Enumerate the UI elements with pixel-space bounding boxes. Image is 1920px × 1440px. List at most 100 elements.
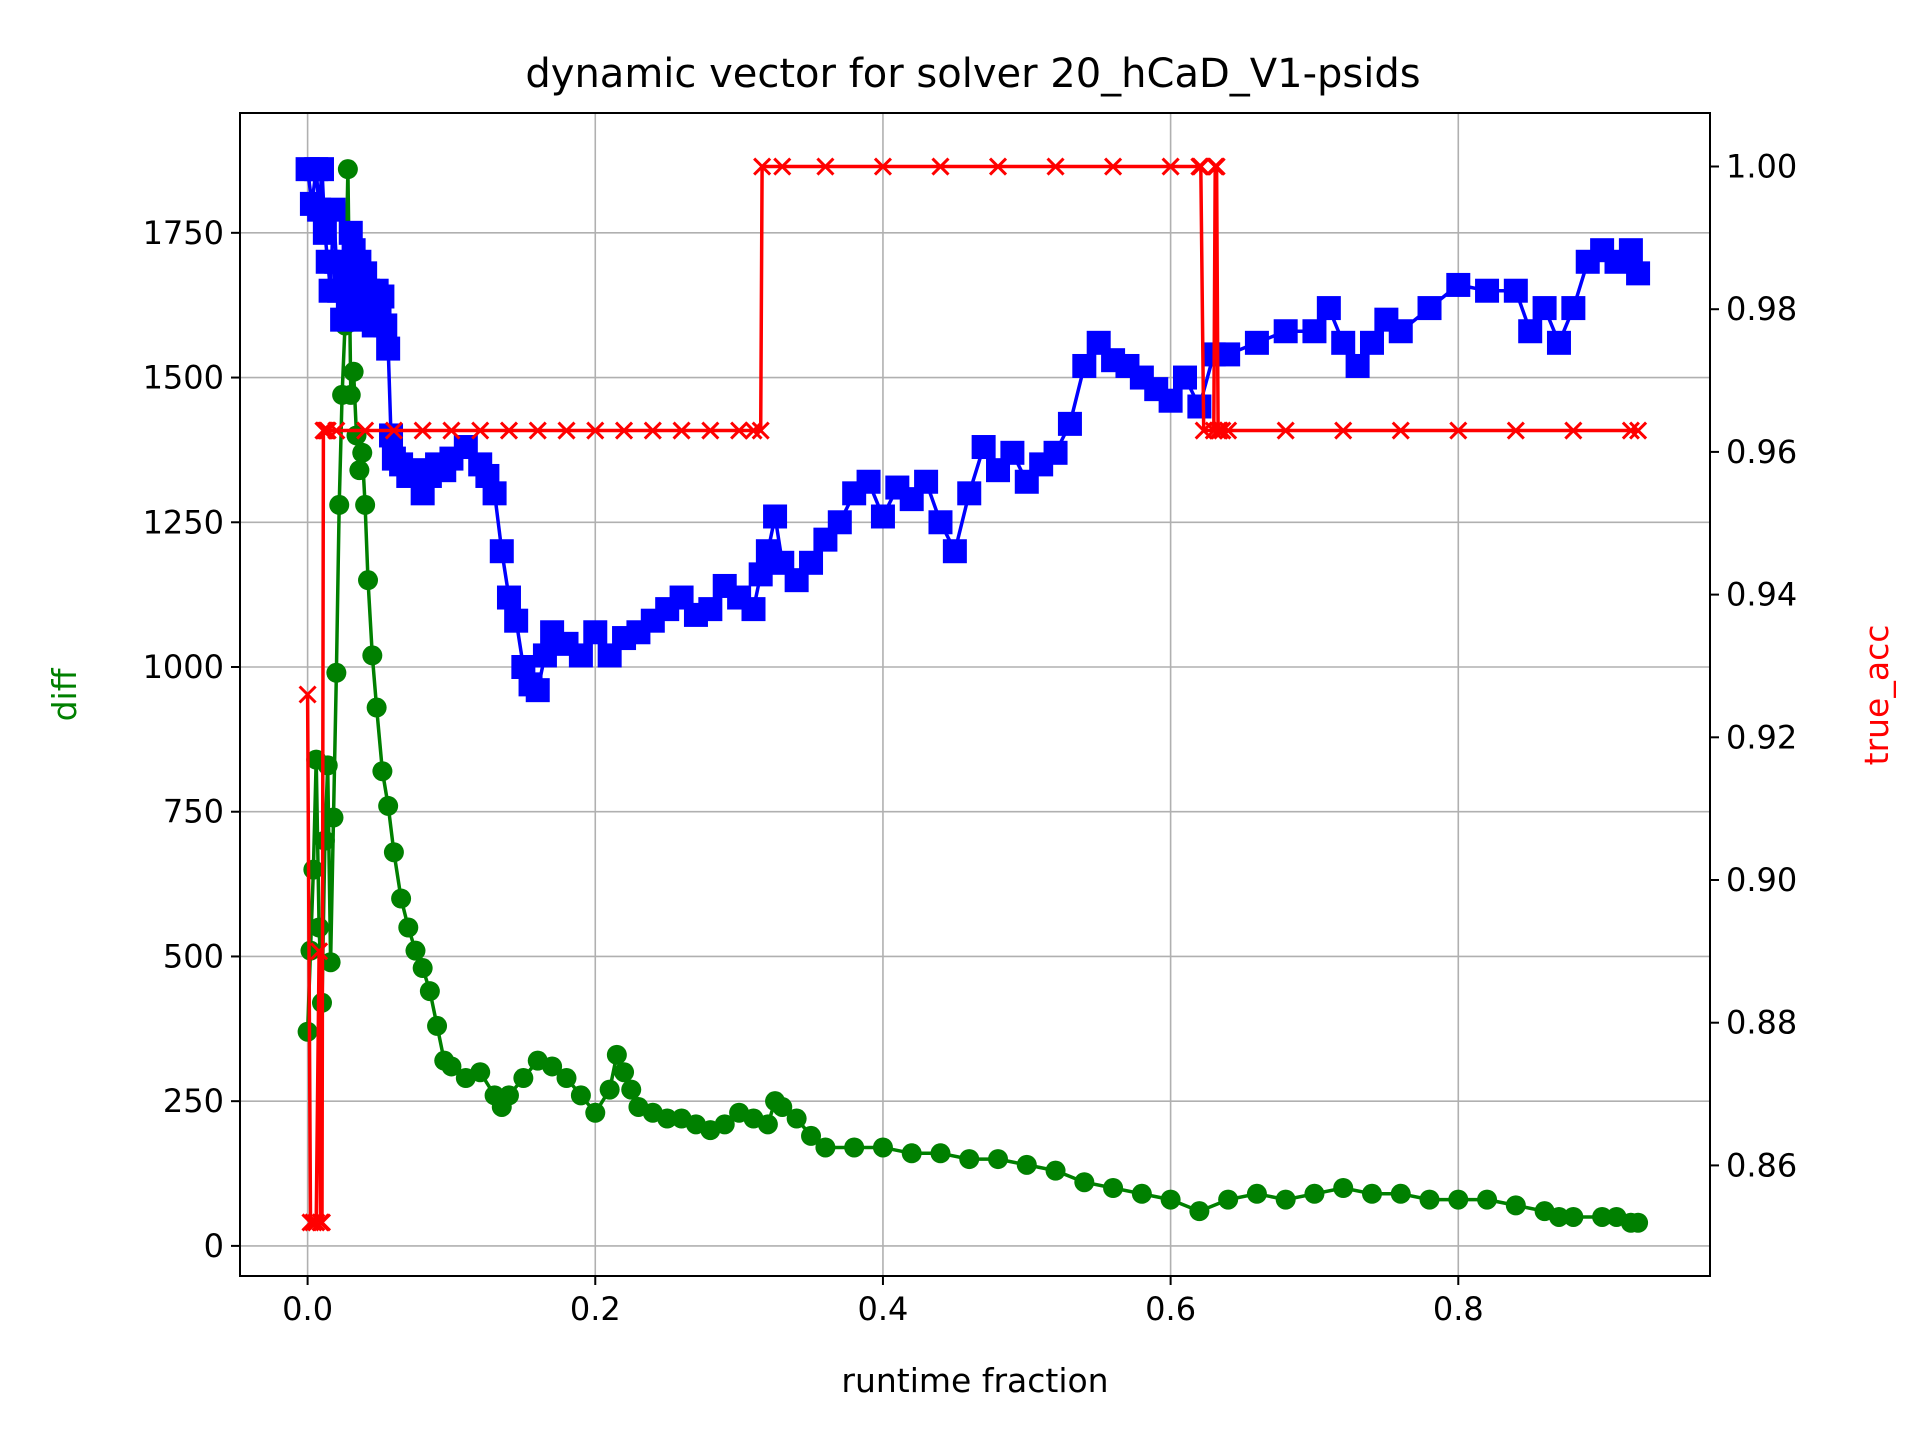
data-point	[525, 678, 550, 703]
data-point	[496, 585, 521, 610]
data-point	[312, 220, 337, 245]
data-point	[1304, 1183, 1325, 1204]
data-point	[307, 1213, 326, 1232]
data-point	[730, 421, 749, 440]
data-point	[312, 1213, 332, 1232]
data-point	[815, 1137, 836, 1158]
series-layer	[295, 157, 1651, 1233]
data-point	[901, 1143, 922, 1164]
data-point	[643, 421, 662, 440]
data-point	[786, 1108, 807, 1129]
data-point	[441, 1056, 462, 1077]
data-point	[349, 460, 370, 481]
data-point	[942, 539, 967, 564]
data-point	[1016, 1154, 1037, 1175]
data-point	[317, 755, 338, 776]
data-point	[586, 421, 605, 440]
data-point	[957, 481, 982, 506]
data-point	[356, 421, 375, 440]
data-point	[1103, 1178, 1124, 1199]
data-point	[801, 1125, 822, 1146]
data-point	[314, 830, 335, 851]
data-point	[1546, 330, 1571, 355]
data-point	[751, 421, 770, 440]
y-tick-label: 500	[163, 937, 224, 975]
data-point	[442, 421, 461, 440]
data-point	[568, 643, 593, 668]
data-point	[698, 597, 723, 622]
data-point	[763, 504, 788, 529]
data-point	[372, 761, 393, 782]
data-point	[370, 284, 395, 309]
y-right-tick-label: 0.94	[1726, 576, 1797, 614]
x-tick-label: 0.2	[570, 1290, 621, 1328]
data-point	[873, 157, 893, 176]
y-right-tick-label: 0.86	[1726, 1146, 1797, 1184]
data-point	[1503, 278, 1528, 303]
series-2	[295, 157, 1651, 703]
data-point	[1563, 1206, 1584, 1227]
data-point	[988, 157, 1008, 176]
data-point	[1273, 319, 1298, 344]
data-point	[362, 645, 383, 666]
data-point	[714, 1114, 735, 1135]
x-tick-label: 0.6	[1145, 1290, 1196, 1328]
data-point	[482, 481, 507, 506]
data-point	[1331, 330, 1356, 355]
data-point	[528, 421, 547, 440]
y-right-tick-label: 0.90	[1726, 861, 1797, 899]
data-point	[1275, 1189, 1296, 1210]
y-axis-right: 0.86 0.88 0.90 0.92 0.94 0.96 0.98 1.00	[1710, 148, 1797, 1184]
data-point	[419, 981, 440, 1002]
data-point	[1276, 421, 1295, 440]
data-point	[309, 157, 334, 182]
data-point	[1345, 353, 1370, 378]
data-point	[570, 1085, 591, 1106]
data-point	[1506, 421, 1525, 440]
data-point	[384, 421, 403, 440]
data-point	[657, 1108, 678, 1129]
data-point	[326, 662, 347, 683]
data-point	[1334, 421, 1353, 440]
data-point	[1244, 330, 1269, 355]
data-point	[827, 510, 852, 535]
data-point	[327, 421, 346, 440]
data-point	[298, 685, 317, 704]
data-point	[1173, 365, 1197, 390]
data-point	[329, 494, 350, 515]
data-point	[1191, 157, 1210, 176]
x-tick-label: 0.4	[857, 1290, 908, 1328]
data-point	[504, 608, 529, 633]
data-point	[1505, 1195, 1526, 1216]
data-point	[1043, 440, 1068, 465]
data-point	[844, 1137, 865, 1158]
data-point	[1628, 1212, 1649, 1233]
data-point	[1518, 319, 1543, 344]
x-tick-label: 0.0	[282, 1290, 333, 1328]
data-point	[310, 942, 329, 961]
data-point	[914, 469, 939, 494]
data-point	[1302, 319, 1327, 344]
data-point	[378, 795, 399, 816]
y-tick-label: 250	[163, 1082, 224, 1120]
data-point	[799, 550, 824, 575]
data-point	[1419, 1189, 1440, 1210]
data-point	[489, 539, 514, 564]
data-point	[470, 1062, 491, 1083]
data-point	[614, 421, 634, 440]
data-point	[1000, 440, 1025, 465]
data-point	[930, 1143, 951, 1164]
data-point	[309, 917, 330, 938]
data-point	[856, 469, 881, 494]
data-point	[557, 421, 576, 440]
data-point	[542, 1056, 563, 1077]
data-point	[1564, 421, 1583, 440]
y-tick-label: 750	[163, 793, 224, 831]
y-tick-label: 1750	[143, 214, 224, 252]
data-point	[1561, 296, 1586, 321]
data-point	[498, 1085, 519, 1106]
data-point	[1629, 421, 1648, 440]
data-point	[1477, 1189, 1498, 1210]
data-point	[358, 570, 379, 591]
data-point	[753, 157, 772, 176]
